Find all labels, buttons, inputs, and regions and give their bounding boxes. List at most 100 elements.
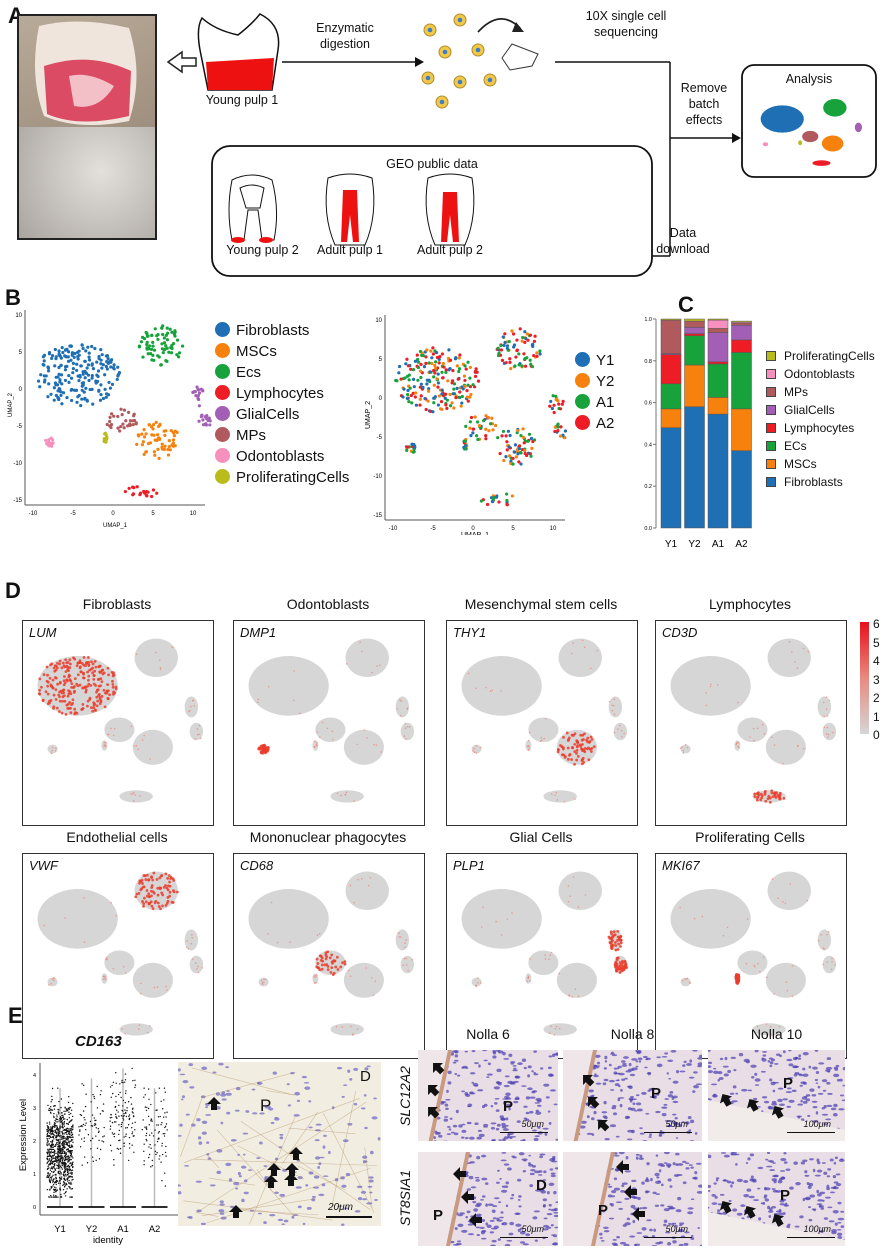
violin-point <box>147 1115 150 1117</box>
expression-point <box>404 942 406 944</box>
violin-point <box>49 1169 52 1171</box>
cell-nucleus <box>377 1137 381 1141</box>
violin-point <box>52 1183 55 1186</box>
cell-nucleus <box>263 1221 267 1225</box>
violin-point <box>55 1158 57 1161</box>
cell-nucleus <box>708 1190 711 1192</box>
expression-point <box>95 704 99 708</box>
cell-nucleus <box>500 1211 504 1214</box>
violin-point <box>123 1142 125 1144</box>
cell-nucleus <box>502 1128 509 1131</box>
violin-point <box>58 1118 61 1120</box>
cell-nucleus <box>512 1080 519 1083</box>
violin-point <box>50 1159 52 1162</box>
cell-nucleus <box>667 1059 674 1062</box>
expression-point <box>73 685 76 688</box>
umap-point <box>119 424 123 429</box>
cell-nucleus <box>613 1187 620 1191</box>
umap-sample-point <box>535 351 539 355</box>
cell-nucleus <box>314 1139 320 1142</box>
cell-nucleus <box>533 1050 537 1053</box>
cluster-mps <box>737 950 768 976</box>
umap-sample-point <box>505 440 509 444</box>
ihc-image: P D 50μm <box>418 1152 558 1246</box>
cell-nucleus <box>611 1051 614 1054</box>
umap-point <box>59 390 63 394</box>
arrow-icon <box>285 1163 299 1176</box>
cell-nucleus <box>461 1123 466 1126</box>
umap-right-xtick: -10 <box>389 526 398 532</box>
feature-title: Endothelial cells <box>66 829 168 845</box>
cell-nucleus <box>636 1108 643 1112</box>
legend-dot <box>215 427 230 442</box>
umap-point <box>93 346 97 351</box>
cell-nucleus <box>311 1195 316 1198</box>
expression-point <box>135 653 138 655</box>
umap-point <box>173 429 178 433</box>
expression-point <box>590 747 594 750</box>
violin-point <box>66 1133 68 1136</box>
cell-nucleus <box>663 1162 668 1164</box>
cell-nucleus <box>766 1165 773 1168</box>
cell-nucleus <box>711 1193 716 1197</box>
cell-nucleus <box>522 1170 527 1173</box>
violin-point <box>48 1180 51 1183</box>
violin-point <box>90 1124 92 1127</box>
expression-point <box>823 726 826 729</box>
expression-point <box>323 963 327 967</box>
violin-point <box>128 1118 131 1121</box>
cell-nucleus <box>537 1125 541 1129</box>
violin-point <box>127 1124 130 1126</box>
cell-nucleus <box>209 1184 216 1187</box>
cell-nucleus <box>549 1168 554 1171</box>
violin-point <box>112 1133 115 1135</box>
violin-point <box>58 1167 60 1169</box>
umap-sample-point <box>514 455 518 459</box>
legend-label: MPs <box>236 427 266 444</box>
violin-point <box>50 1145 53 1148</box>
panel-label-b: B <box>5 285 21 310</box>
cell-nucleus <box>484 1182 489 1185</box>
cell-nucleus <box>257 1212 262 1215</box>
umap-point <box>49 443 54 447</box>
expression-point <box>682 752 685 754</box>
violin-point <box>161 1122 163 1124</box>
cell-nucleus <box>438 1134 443 1138</box>
violin-point <box>59 1170 61 1173</box>
bar-segment-fibroblasts <box>731 450 752 529</box>
expression-point <box>406 725 409 728</box>
violin-point <box>72 1157 74 1159</box>
violin-point <box>50 1106 52 1108</box>
cell-nucleus <box>771 1188 776 1190</box>
umap-sample-point <box>416 365 421 370</box>
violin-point <box>58 1128 60 1130</box>
cell-nucleus <box>527 1162 531 1165</box>
cell-nucleus <box>626 1217 631 1221</box>
legend-item: Fibroblasts <box>215 320 349 341</box>
expression-point <box>495 920 497 923</box>
cell-nucleus <box>717 1203 723 1206</box>
umap-sample-point <box>519 462 523 466</box>
umap-point <box>61 391 66 395</box>
cell-nucleus <box>768 1210 774 1213</box>
violin-point <box>85 1093 87 1095</box>
expression-point <box>807 650 810 653</box>
umap-sample-point <box>438 355 442 359</box>
umap-point <box>144 450 148 454</box>
umap-point <box>50 353 55 358</box>
cell-nucleus <box>745 1162 749 1165</box>
cell-nucleus <box>308 1126 313 1129</box>
legend-dot <box>215 448 230 463</box>
violin-point <box>92 1093 94 1096</box>
violin-point <box>110 1150 113 1152</box>
cell-nucleus <box>425 75 431 81</box>
scale-bar <box>326 1216 372 1218</box>
cell-nucleus <box>649 1228 653 1232</box>
bar-segment-fibroblasts <box>660 427 682 529</box>
violin-point <box>60 1195 62 1198</box>
violin-point <box>64 1191 67 1194</box>
violin-point <box>112 1081 115 1083</box>
arrow-icon <box>583 1075 595 1087</box>
violin-point <box>66 1136 68 1138</box>
cell-nucleus <box>528 1154 532 1157</box>
